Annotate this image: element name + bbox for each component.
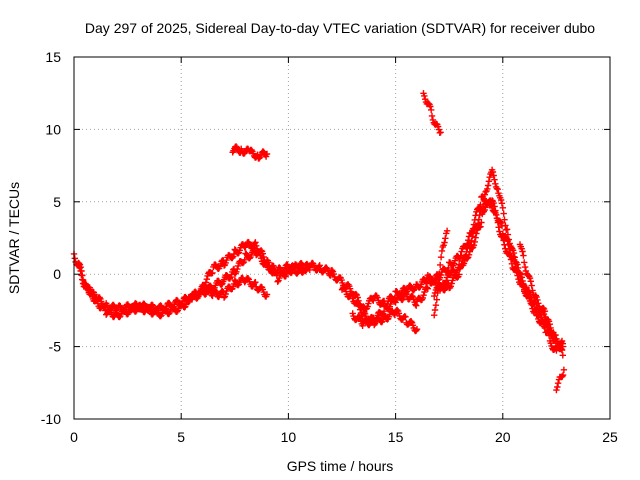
satellite-track-1-markers bbox=[70, 193, 566, 349]
satellite-track-3 bbox=[199, 238, 313, 290]
x-tick-label: 25 bbox=[602, 429, 618, 445]
satellite-track-5 bbox=[349, 284, 431, 329]
satellite-track-11-markers bbox=[420, 90, 444, 136]
satellite-track-3-markers bbox=[199, 238, 313, 290]
data-layer bbox=[70, 90, 568, 394]
satellite-track-9 bbox=[431, 227, 451, 319]
satellite-track-10-markers bbox=[229, 143, 271, 162]
y-tick-label: -5 bbox=[49, 339, 62, 355]
x-tick-label: 0 bbox=[70, 429, 78, 445]
grid-layer bbox=[74, 57, 610, 419]
satellite-track-7 bbox=[424, 197, 558, 339]
satellite-track-5-markers bbox=[349, 284, 431, 329]
y-tick-label: 15 bbox=[45, 49, 61, 65]
y-tick-label: -10 bbox=[41, 411, 61, 427]
x-axis-label: GPS time / hours bbox=[287, 458, 394, 474]
satellite-track-12 bbox=[553, 366, 568, 394]
y-tick-label: 5 bbox=[53, 194, 61, 210]
x-tick-label: 20 bbox=[495, 429, 511, 445]
satellite-track-8-markers bbox=[516, 241, 566, 354]
satellite-track-10 bbox=[229, 143, 271, 162]
satellite-track-2-markers bbox=[75, 259, 271, 321]
x-tick-label: 15 bbox=[388, 429, 404, 445]
satellite-track-7-markers bbox=[424, 197, 558, 339]
y-tick-label: 0 bbox=[53, 266, 61, 282]
satellite-track-11 bbox=[420, 90, 444, 136]
x-tick-label: 10 bbox=[281, 429, 297, 445]
satellite-track-2 bbox=[75, 259, 271, 321]
satellite-track-12-markers bbox=[553, 366, 568, 394]
tick-layer: 0 5 10 15 20 25 -10 -5 0 5 10 15 bbox=[41, 49, 618, 445]
chart-title: Day 297 of 2025, Sidereal Day-to-day VTE… bbox=[85, 20, 595, 36]
x-tick-label: 5 bbox=[177, 429, 185, 445]
satellite-track-9-markers bbox=[431, 227, 451, 319]
y-tick-label: 10 bbox=[45, 121, 61, 137]
satellite-track-1 bbox=[70, 193, 566, 349]
y-axis-label: SDTVAR / TECUs bbox=[6, 182, 22, 294]
satellite-track-8 bbox=[516, 241, 566, 354]
plot-frame bbox=[73, 56, 611, 420]
